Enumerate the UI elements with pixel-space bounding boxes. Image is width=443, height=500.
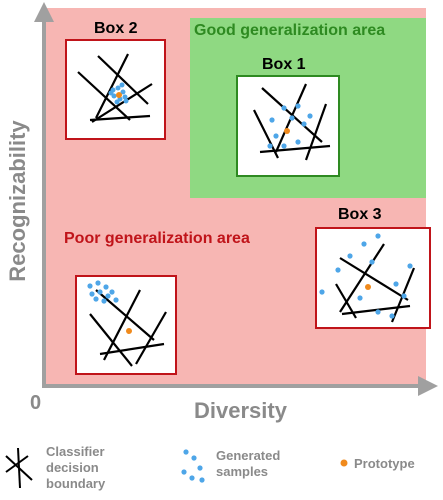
- box-1-title: Box 1: [262, 56, 306, 73]
- box-2-frame: [65, 39, 166, 140]
- box-2-title: Box 2: [94, 20, 138, 37]
- y-axis-label-text: Recognizability: [5, 120, 30, 282]
- box-1-prototype: [284, 128, 290, 134]
- box-4-decision-boundaries: [89, 289, 167, 367]
- y-axis-arrowhead: [34, 2, 54, 22]
- box-3-panel: [315, 227, 431, 329]
- x-axis-arrowhead: [418, 376, 438, 396]
- box-1-generated-samples: [267, 103, 313, 149]
- legend-symbols: [5, 447, 348, 489]
- legend-prototype-icon: [340, 459, 348, 467]
- box-3-title: Box 3: [338, 206, 382, 223]
- legend-classifier-icon: [5, 447, 33, 489]
- box-2-panel: [65, 39, 166, 140]
- box-2-generated-samples: [108, 82, 129, 105]
- box-2-prototype: [116, 92, 122, 98]
- poor-generalization-label: Poor generalization area: [64, 230, 250, 247]
- legend-prototype-label: Prototype: [354, 456, 415, 471]
- box-2-decision-boundaries: [77, 53, 153, 123]
- legend-samples-label: Generated samples: [216, 448, 281, 479]
- box-4-prototype: [126, 328, 132, 334]
- box-4-panel: [75, 275, 177, 375]
- box-3-generated-samples: [319, 233, 413, 319]
- box-1-panel: [236, 75, 340, 177]
- legend-samples-icon: [181, 449, 205, 483]
- box-4-generated-samples: [87, 280, 119, 304]
- x-axis-label: Diversity: [194, 398, 287, 423]
- good-generalization-label: Good generalization area: [194, 22, 386, 39]
- legend-classifier-label: Classifier decision boundary: [46, 444, 106, 491]
- box-1-decision-boundaries: [253, 83, 331, 161]
- box-3-prototype: [365, 284, 371, 290]
- origin-label: 0: [30, 392, 42, 414]
- axes: [34, 2, 438, 396]
